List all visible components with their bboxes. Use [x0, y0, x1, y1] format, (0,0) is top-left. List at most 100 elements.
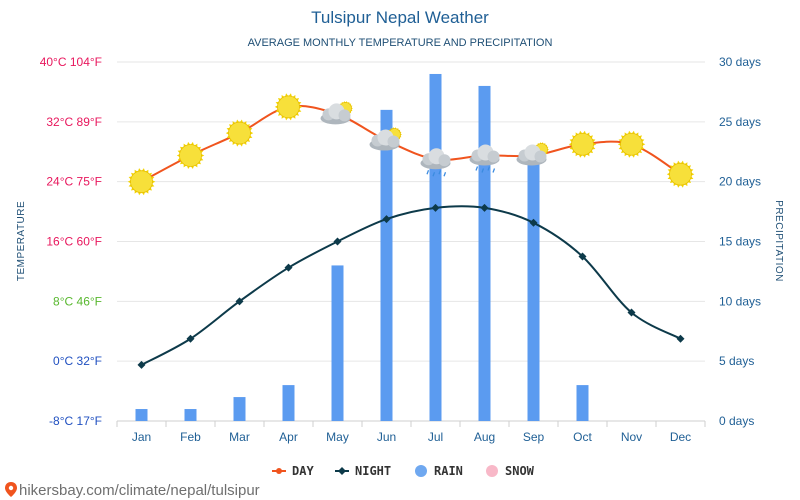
day-line: [141, 104, 682, 183]
left-axis-title: TEMPERATURE: [16, 201, 27, 281]
left-tick-label: 40°C 104°F: [40, 55, 102, 69]
left-axis-ticks: 40°C 104°F 32°C 89°F 24°C 75°F 16°C 60°F 8°C…: [40, 55, 102, 428]
right-tick-label: 10 days: [719, 294, 761, 308]
night-point: [137, 360, 146, 369]
legend-marker: [338, 467, 346, 475]
rain-bar: [380, 109, 393, 421]
legend-label: DAY: [292, 464, 314, 478]
night-point: [333, 237, 342, 246]
day-series: [141, 104, 682, 183]
right-tick-label: 30 days: [719, 55, 761, 69]
sun-disc: [277, 95, 300, 119]
sun-icon: [225, 119, 254, 147]
rain-bar: [282, 385, 295, 421]
night-point: [676, 334, 685, 343]
footer-link[interactable]: hikersbay.com/climate/nepal/tulsipur: [19, 482, 260, 499]
x-tick-label: Dec: [670, 430, 691, 444]
sun-icon: [127, 168, 156, 196]
x-tick-label: May: [326, 430, 349, 444]
night-series: [137, 203, 685, 369]
rain-bar: [184, 409, 197, 421]
rain-bar: [576, 385, 589, 421]
left-tick-label: 24°C 75°F: [46, 175, 102, 189]
left-tick-label: 16°C 60°F: [46, 235, 102, 249]
right-tick-label: 25 days: [719, 115, 761, 129]
rain-drop: [443, 172, 447, 177]
right-tick-label: 20 days: [719, 175, 761, 189]
legend-item-day: DAY: [272, 464, 314, 478]
legend-item-night: NIGHT: [335, 464, 391, 478]
x-tick-label: Feb: [180, 430, 201, 444]
cloud-puff: [438, 154, 451, 167]
sun-disc: [179, 144, 202, 167]
legend: DAY NIGHT RAIN SNOW: [272, 464, 535, 478]
rain-bar: [429, 73, 442, 421]
sun-icon: [568, 130, 597, 158]
right-tick-label: 15 days: [719, 235, 761, 249]
rain-drop: [481, 168, 485, 173]
rain-drop: [487, 166, 491, 171]
chart-subtitle: AVERAGE MONTHLY TEMPERATURE AND PRECIPIT…: [248, 37, 553, 49]
rain-drop: [426, 170, 430, 175]
left-tick-label: -8°C 17°F: [49, 414, 102, 428]
rain-bar: [527, 157, 540, 421]
sun-disc: [669, 162, 692, 186]
x-axis-ticks: Jan Feb Mar Apr May Jun Jul Aug Sep Oct Nov Dec: [132, 430, 691, 444]
right-axis-ticks: 30 days 25 days 20 days 15 days 10 days 5 day…: [719, 55, 761, 428]
rain-cloud-icon: [420, 148, 451, 177]
x-tick-label: Jun: [377, 430, 396, 444]
sun-cloud-icon: [516, 142, 549, 166]
cloud-puff: [387, 135, 400, 148]
rain-drop: [492, 168, 496, 173]
weather-icons: [127, 93, 695, 196]
night-point: [186, 334, 195, 343]
cloud-puff: [534, 150, 547, 163]
location-pin-dot: [8, 485, 14, 491]
rain-bar: [478, 85, 491, 421]
rain-drop: [432, 172, 436, 177]
legend-label: NIGHT: [355, 464, 391, 478]
left-tick-label: 32°C 89°F: [46, 115, 102, 129]
sun-icon: [617, 130, 646, 158]
x-tick-label: Mar: [229, 430, 250, 444]
sun-disc: [620, 132, 643, 156]
sun-icon: [176, 141, 205, 169]
night-point: [529, 218, 538, 227]
rain-bar: [331, 265, 344, 421]
rain-bar: [135, 409, 148, 421]
x-tick-label: Aug: [474, 430, 495, 444]
right-tick-label: 5 days: [719, 354, 754, 368]
night-point: [382, 215, 391, 224]
x-tick-label: Sep: [523, 430, 545, 444]
sun-disc: [228, 121, 251, 145]
grid-lines: [116, 61, 706, 427]
x-tick-label: Oct: [573, 430, 592, 444]
night-line: [141, 205, 681, 366]
rain-drop: [438, 170, 442, 175]
rain-bar: [233, 397, 246, 421]
left-tick-label: 0°C 32°F: [53, 354, 102, 368]
night-point: [235, 297, 244, 306]
sun-cloud-icon: [369, 127, 402, 151]
right-axis-title: PRECIPITATION: [773, 200, 784, 282]
legend-marker: [276, 468, 282, 474]
sun-disc: [571, 132, 594, 156]
night-point: [284, 263, 293, 272]
legend-label: RAIN: [434, 464, 463, 478]
cloud-puff: [338, 109, 351, 122]
x-tick-label: Jul: [428, 430, 443, 444]
sun-disc: [130, 170, 153, 194]
legend-marker: [486, 465, 498, 477]
legend-item-snow: SNOW: [486, 464, 535, 478]
footer: hikersbay.com/climate/nepal/tulsipur: [5, 482, 260, 499]
legend-marker: [415, 465, 427, 477]
x-tick-label: Nov: [621, 430, 642, 444]
cloud-puff: [487, 150, 500, 163]
rain-cloud-icon: [469, 144, 500, 173]
night-point: [627, 308, 636, 317]
legend-label: SNOW: [505, 464, 535, 478]
x-tick-label: Apr: [279, 430, 298, 444]
left-tick-label: 8°C 46°F: [53, 294, 102, 308]
sun-icon: [274, 93, 303, 121]
